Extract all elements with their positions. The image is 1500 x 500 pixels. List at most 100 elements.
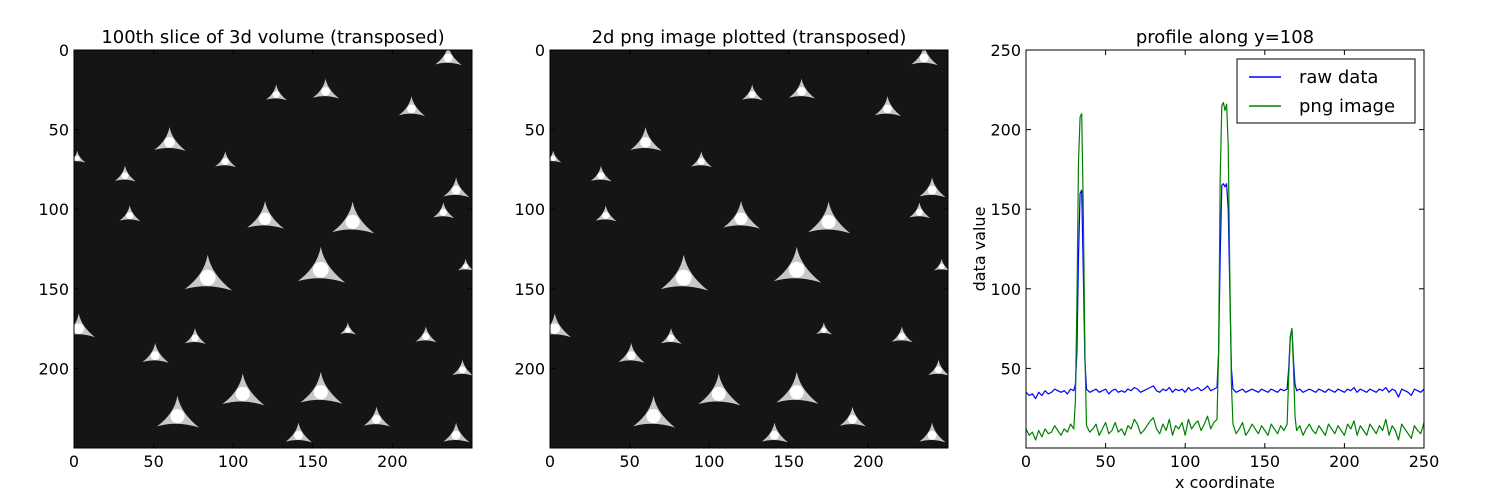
- image-feature-core: [898, 333, 906, 341]
- image-feature-core: [258, 212, 272, 225]
- image-feature-core: [848, 414, 857, 424]
- x-tick-label: 250: [1409, 452, 1440, 471]
- image-feature-core: [439, 208, 447, 216]
- legend: raw data png image: [1236, 58, 1416, 124]
- x-tick-label: 150: [774, 452, 805, 471]
- image-feature-core: [294, 430, 303, 440]
- image-feature-core: [748, 91, 756, 99]
- image-feature-core: [883, 104, 892, 114]
- axes-frame: [549, 49, 949, 449]
- image-feature-core: [121, 172, 129, 180]
- image-feature-core: [458, 366, 466, 374]
- image-feature-core: [602, 212, 610, 220]
- panel-title: 2d png image plotted (transposed): [592, 27, 907, 48]
- axis-ticks: 0 50 100 150 200 250 50 100 150 200 250: [990, 41, 1439, 471]
- x-axis-label: x coordinate: [1175, 473, 1275, 492]
- profile-line-panel: profile along y=108 0 50 100 150 200 250 50 100…: [970, 27, 1439, 492]
- png-image-panel: 2d png image plotted (transposed) 0 50 100…: [514, 27, 949, 471]
- image-feature-core: [164, 137, 175, 148]
- image-feature-core: [150, 351, 160, 361]
- image-feature-core: [321, 87, 330, 96]
- image-feature-core: [345, 214, 360, 229]
- image-features: [550, 50, 948, 443]
- image-feature-core: [646, 409, 661, 424]
- y-axis-label: data value: [970, 207, 989, 292]
- y-tick-label: 150: [514, 280, 545, 299]
- y-tick-label: 100: [38, 200, 69, 219]
- y-tick-label: 200: [38, 359, 69, 378]
- image-feature-core: [927, 430, 937, 440]
- image-feature-core: [199, 269, 216, 286]
- y-tick-label: 0: [59, 41, 69, 60]
- y-tick-label: 100: [514, 200, 545, 219]
- image-feature-core: [312, 261, 329, 278]
- series-line: [1026, 101, 1424, 441]
- image-feature-core: [272, 91, 280, 99]
- image-feature-core: [789, 385, 804, 400]
- image-feature-core: [235, 386, 250, 401]
- y-tick-label: 100: [990, 280, 1021, 299]
- image-feature-core: [313, 385, 328, 400]
- image-feature-core: [451, 185, 461, 195]
- image-feature-core: [451, 430, 461, 440]
- y-tick-label: 50: [49, 121, 69, 140]
- image-feature-core: [927, 185, 937, 195]
- image-feature-core: [734, 212, 748, 225]
- image-feature-core: [626, 351, 636, 361]
- image-feature-core: [915, 208, 923, 216]
- image-feature-core: [667, 334, 675, 342]
- image-feature-core: [711, 386, 726, 401]
- image-feature-core: [221, 157, 229, 165]
- axes-frame: [73, 49, 473, 449]
- image-feature-core: [770, 430, 779, 440]
- y-tick-label: 50: [1001, 359, 1021, 378]
- legend-label: png image: [1299, 96, 1395, 117]
- image-background: [74, 50, 472, 448]
- image-feature-core: [74, 323, 85, 334]
- image-feature-core: [443, 53, 453, 63]
- image-background: [550, 50, 948, 448]
- image-feature-core: [797, 87, 806, 96]
- y-tick-label: 50: [525, 121, 545, 140]
- image-features: [74, 50, 472, 443]
- x-tick-label: 200: [1329, 452, 1360, 471]
- image-feature-core: [821, 327, 827, 333]
- image-feature-core: [788, 261, 805, 278]
- y-tick-label: 200: [514, 359, 545, 378]
- image-feature-core: [821, 214, 836, 229]
- image-feature-core: [675, 269, 692, 286]
- x-tick-label: 100: [218, 452, 249, 471]
- legend-box: [1236, 58, 1416, 124]
- x-tick-label: 0: [69, 452, 79, 471]
- y-tick-label: 0: [535, 41, 545, 60]
- x-tick-label: 100: [694, 452, 725, 471]
- axis-ticks: 0 50 100 150 200 0 50 100 150 200: [514, 41, 948, 471]
- x-tick-label: 100: [1170, 452, 1201, 471]
- image-feature-core: [191, 334, 199, 342]
- x-tick-label: 0: [1021, 452, 1031, 471]
- image-feature-core: [934, 366, 942, 374]
- image-feature-core: [372, 414, 381, 424]
- axis-ticks: 0 50 100 150 200 0 50 100 150 200: [38, 41, 472, 471]
- panel-title: 100th slice of 3d volume (transposed): [101, 27, 444, 48]
- image-feature-core: [550, 323, 561, 334]
- image-feature-core: [939, 263, 945, 270]
- x-tick-label: 150: [298, 452, 329, 471]
- image-feature-core: [170, 409, 185, 424]
- image-feature-core: [463, 263, 469, 270]
- panel-title: profile along y=108: [1136, 27, 1314, 48]
- legend-label: raw data: [1299, 67, 1378, 88]
- x-tick-label: 50: [619, 452, 639, 471]
- image-feature-core: [422, 333, 430, 341]
- image-feature-core: [550, 155, 556, 161]
- y-tick-label: 250: [990, 41, 1021, 60]
- series-line: [1026, 183, 1424, 400]
- y-tick-label: 150: [990, 200, 1021, 219]
- x-tick-label: 200: [377, 452, 408, 471]
- x-tick-label: 150: [1250, 452, 1281, 471]
- axes-frame: [1025, 49, 1425, 449]
- y-tick-label: 200: [990, 121, 1021, 140]
- x-tick-label: 0: [545, 452, 555, 471]
- image-feature-core: [74, 155, 80, 161]
